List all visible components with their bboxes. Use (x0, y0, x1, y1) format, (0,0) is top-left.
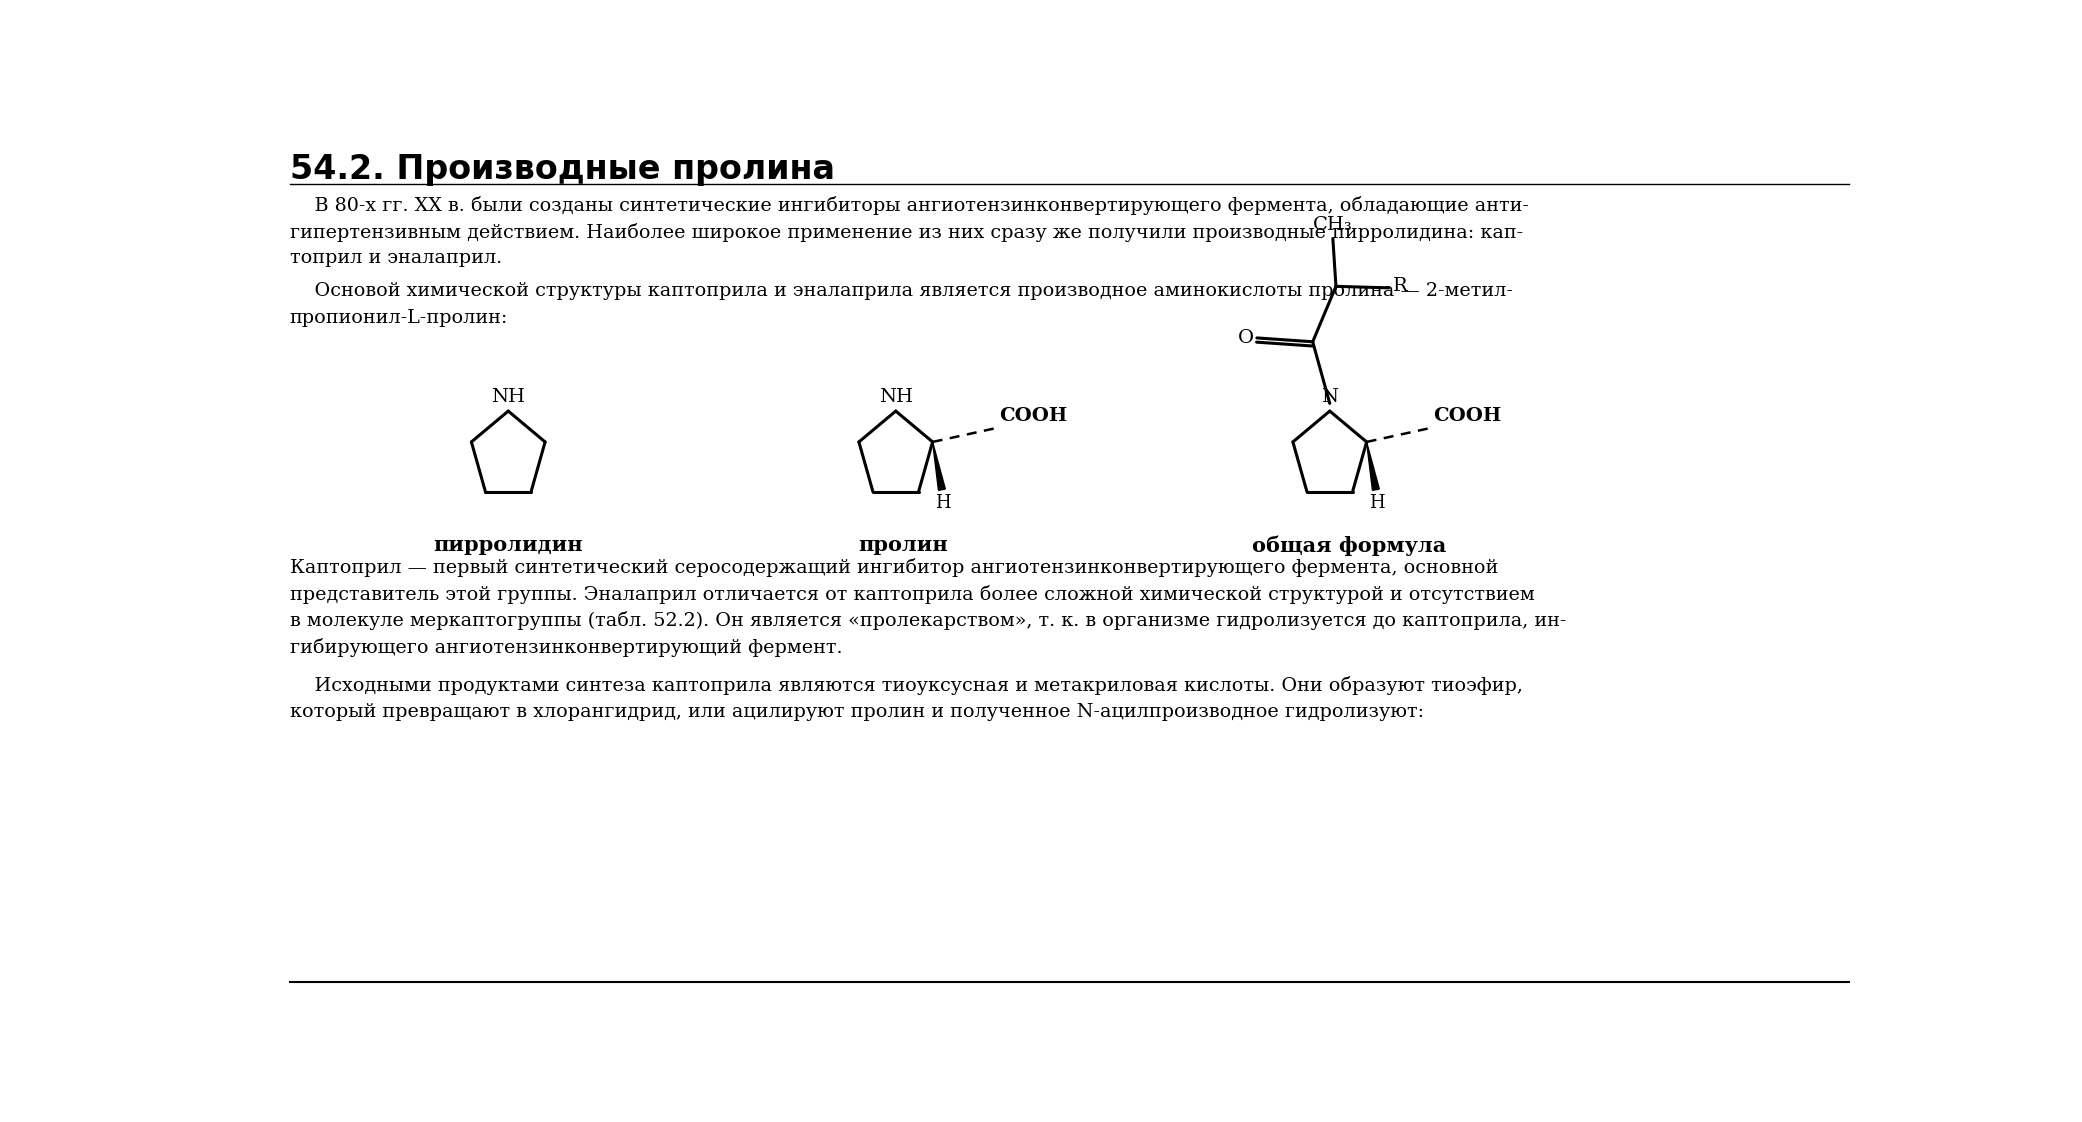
Text: представитель этой группы. Эналаприл отличается от каптоприла более сложной хими: представитель этой группы. Эналаприл отл… (289, 585, 1534, 604)
Polygon shape (1366, 442, 1380, 490)
Text: COOH: COOH (999, 407, 1068, 425)
Text: N: N (1322, 388, 1339, 406)
Text: пропионил-L-пролин:: пропионил-L-пролин: (289, 309, 508, 327)
Text: в молекуле меркаптогруппы (табл. 52.2). Он является «пролекарством», т. к. в орг: в молекуле меркаптогруппы (табл. 52.2). … (289, 611, 1566, 631)
Text: H: H (1368, 495, 1385, 513)
Text: R: R (1393, 277, 1407, 295)
Text: топрил и эналаприл.: топрил и эналаприл. (289, 249, 502, 267)
Text: гипертензивным действием. Наиболее широкое применение из них сразу же получили п: гипертензивным действием. Наиболее широк… (289, 223, 1522, 242)
Text: H: H (935, 495, 951, 513)
Text: Каптоприл — первый синтетический серосодержащий ингибитор ангиотензинконвертирую: Каптоприл — первый синтетический серосод… (289, 558, 1497, 577)
Text: NH: NH (879, 388, 912, 406)
Text: O: O (1239, 329, 1253, 347)
Text: общая формула: общая формула (1251, 535, 1447, 555)
Text: пирролидин: пирролидин (433, 535, 583, 555)
Text: COOH: COOH (1432, 407, 1501, 425)
Polygon shape (933, 442, 945, 490)
Text: Основой химической структуры каптоприла и эналаприла является производное аминок: Основой химической структуры каптоприла … (289, 282, 1514, 300)
Text: NH: NH (491, 388, 525, 406)
Text: гибирующего ангиотензинконвертирующий фермент.: гибирующего ангиотензинконвертирующий фе… (289, 637, 843, 656)
Text: пролин: пролин (858, 535, 949, 555)
Text: CH₃: CH₃ (1314, 215, 1353, 234)
Text: Исходными продуктами синтеза каптоприла являются тиоуксусная и метакриловая кисл: Исходными продуктами синтеза каптоприла … (289, 675, 1522, 695)
Text: 54.2. Производные пролина: 54.2. Производные пролина (289, 153, 835, 186)
Text: который превращают в хлорангидрид, или ацилируют пролин и полученное N-ацилпроиз: который превращают в хлорангидрид, или а… (289, 702, 1424, 720)
Text: В 80-х гг. XX в. были созданы синтетические ингибиторы ангиотензинконвертирующег: В 80-х гг. XX в. были созданы синтетичес… (289, 196, 1528, 215)
